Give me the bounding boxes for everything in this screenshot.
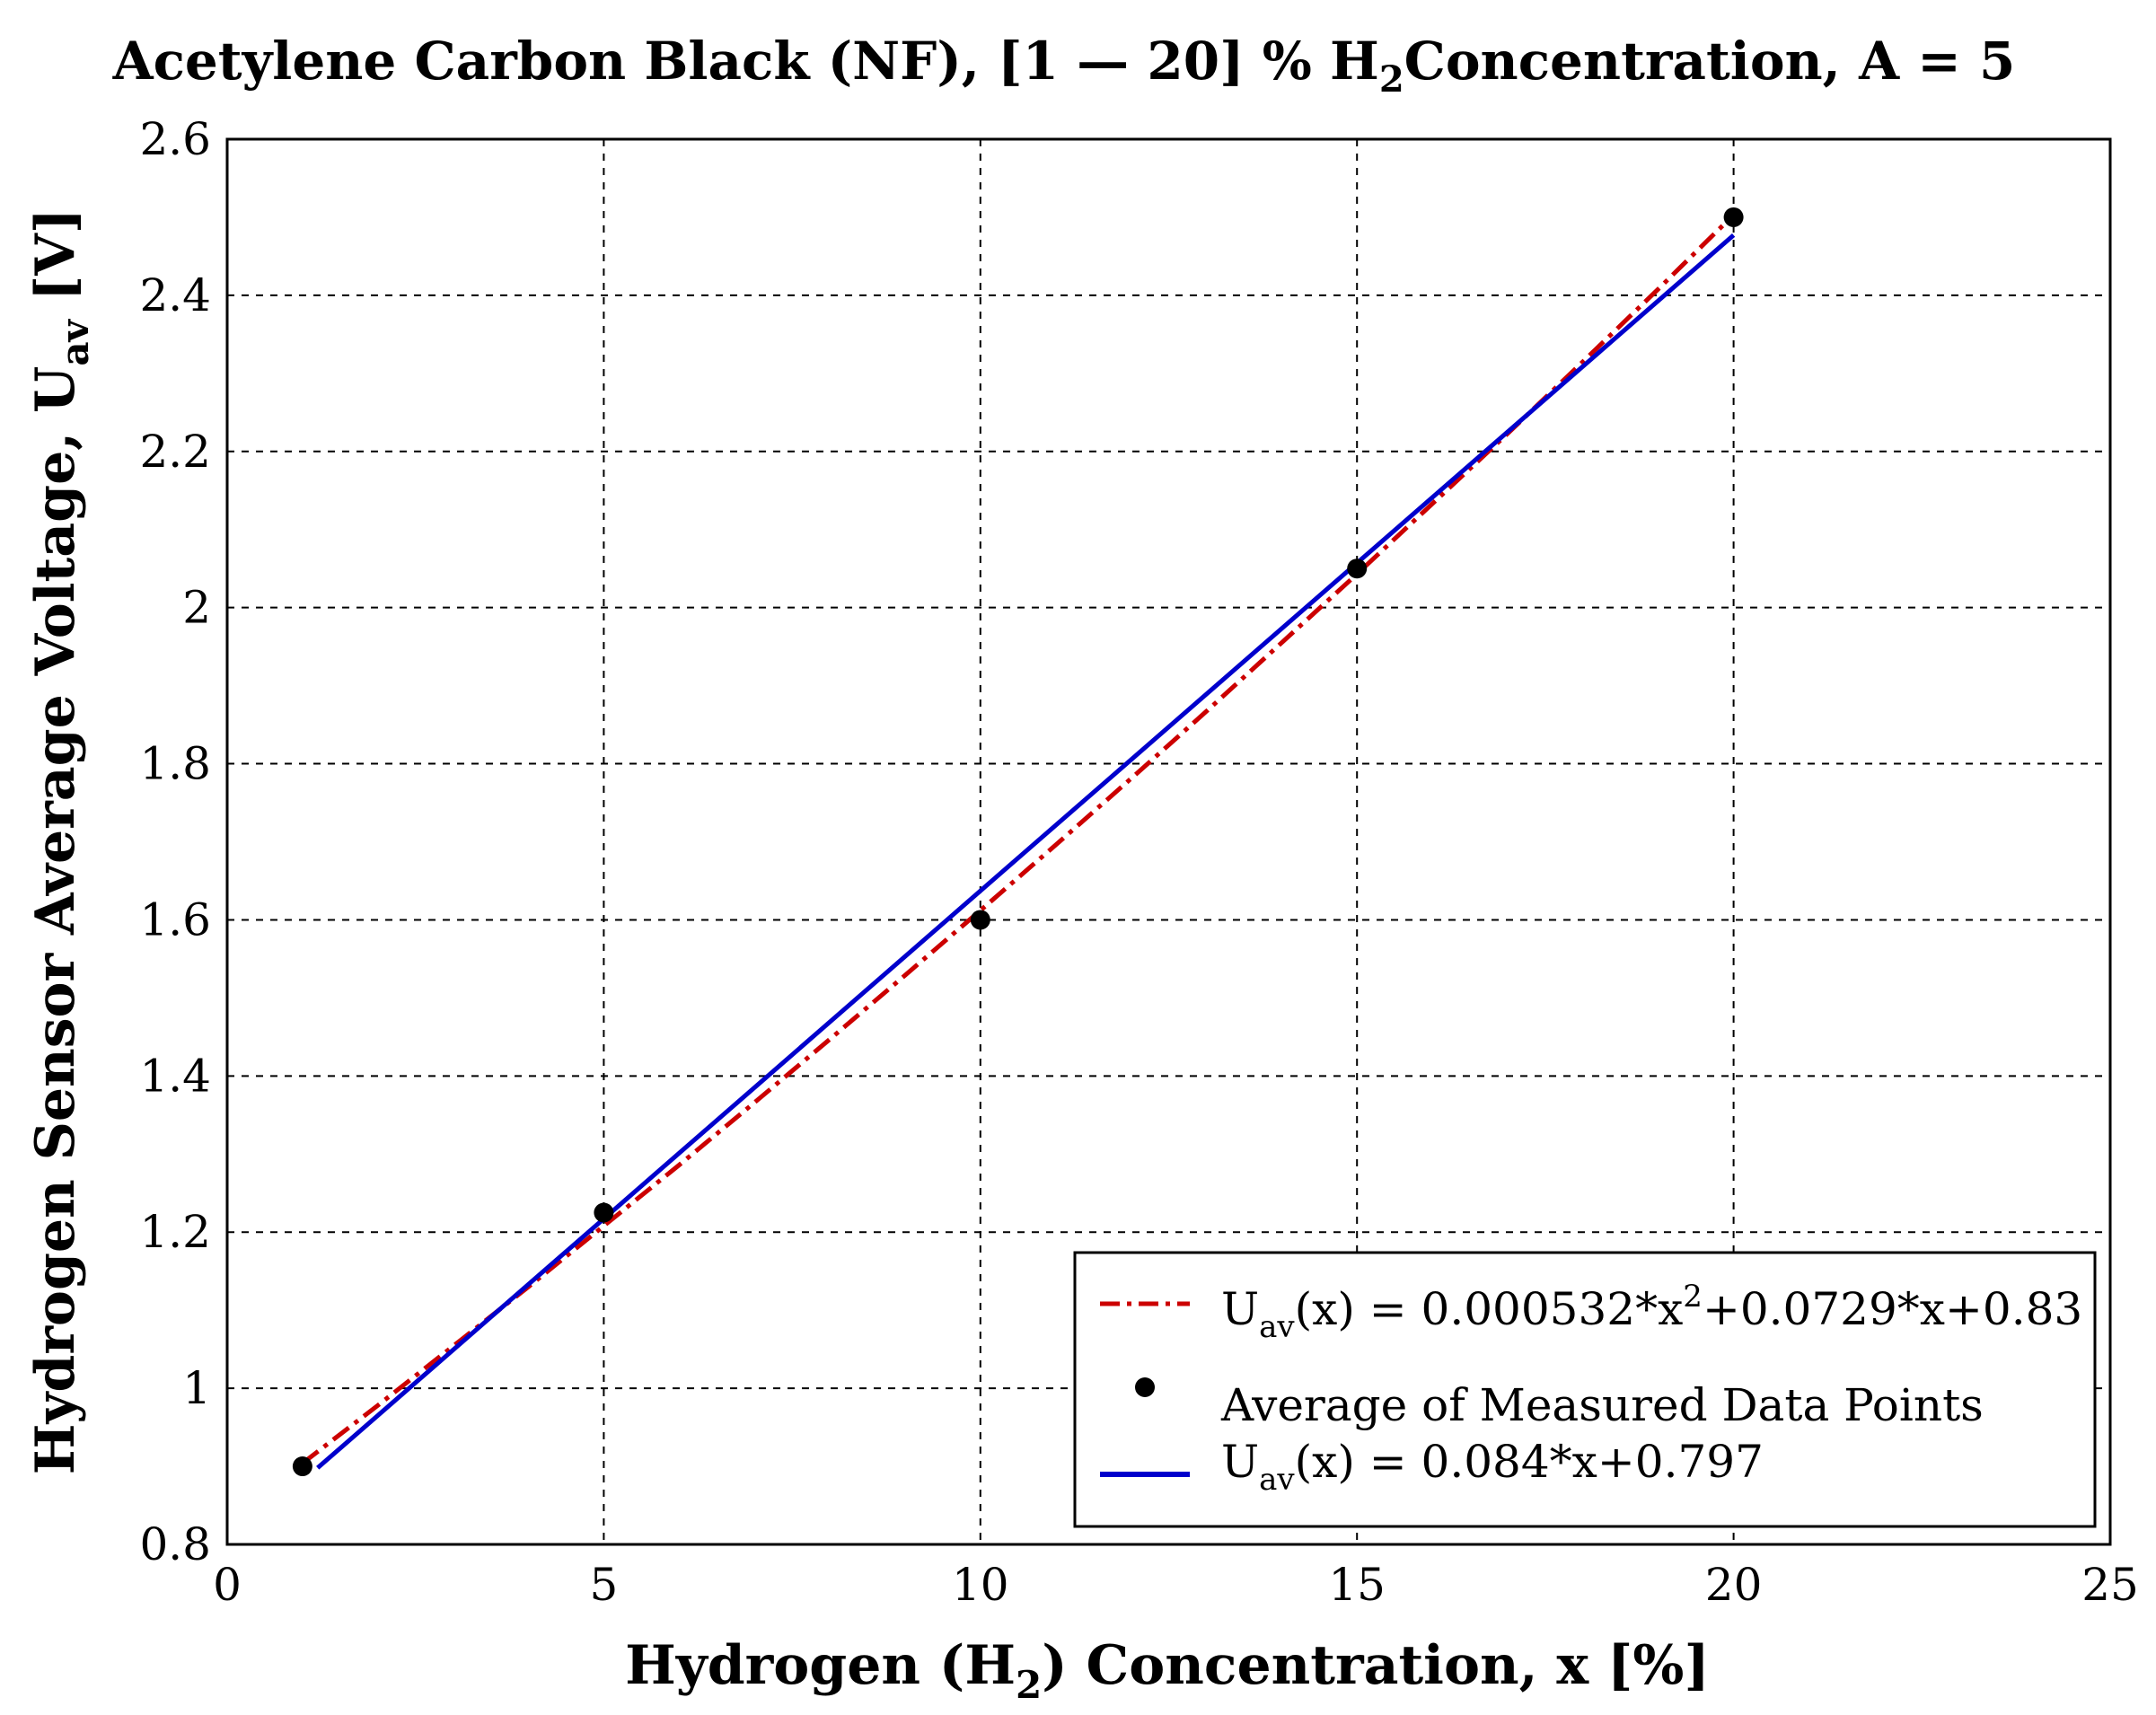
chart-title-main: Acetylene Carbon Black (NF), [1 — 20] % …	[112, 31, 1379, 92]
x-axis-label-rest: ) Concentration, x [%]	[1042, 1634, 1710, 1697]
legend-quad-mid: (x) = 0.000532*x	[1295, 1283, 1684, 1335]
data-point	[1347, 558, 1368, 579]
data-point	[594, 1202, 614, 1223]
legend-quad-sup: 2	[1683, 1279, 1703, 1315]
x-axis-label-main: Hydrogen (H	[625, 1634, 1016, 1697]
y-tick-label: 0.8	[139, 1518, 211, 1570]
y-tick-labels: 0.8 1 1.2 1.4 1.6 1.8 2 2.2 2.4 2.6	[139, 113, 211, 1570]
legend-label-measured: Average of Measured Data Points	[1220, 1379, 1984, 1431]
legend-lin-mid: (x) = 0.084*x+0.797	[1295, 1436, 1764, 1488]
legend-quad-end: +0.0729*x+0.83	[1703, 1283, 2082, 1335]
legend-lin-u: U	[1221, 1436, 1259, 1488]
x-tick-label: 5	[589, 1559, 618, 1611]
y-tick-label: 2.2	[139, 426, 211, 478]
legend-label-linear-fit: Uav(x) = 0.084*x+0.797	[1221, 1436, 1764, 1498]
x-tick-label: 20	[1705, 1559, 1763, 1611]
chart-title-sub: 2	[1379, 58, 1404, 101]
y-axis-label-rest: [V]	[24, 208, 87, 320]
legend: Uav(x) = 0.000532*x2+0.0729*x+0.83 Avera…	[1073, 1251, 2097, 1528]
x-tick-labels: 0 5 10 15 20 25	[213, 1559, 2139, 1611]
grid	[227, 139, 2110, 1544]
y-tick-label: 2.6	[139, 113, 211, 165]
x-axis-label: Hydrogen (H2) Concentration, x [%]	[625, 1634, 1710, 1707]
data-point	[1723, 207, 1744, 227]
legend-box	[1073, 1251, 2097, 1528]
chart-title: Acetylene Carbon Black (NF), [1 — 20] % …	[112, 31, 2016, 101]
y-tick-label: 1.6	[139, 893, 211, 945]
series-layer	[292, 207, 1744, 1477]
y-tick-label: 1.4	[139, 1050, 211, 1102]
legend-swatch-measured-marker	[1135, 1377, 1155, 1397]
plot-frame	[225, 137, 2112, 1546]
y-tick-label: 1.8	[139, 738, 211, 790]
x-tick-label: 0	[213, 1559, 242, 1611]
series-line-linear-fit	[316, 233, 1736, 1470]
y-axis-label-main: Hydrogen Sensor Average Voltage, U	[24, 366, 87, 1475]
legend-quad-sub: av	[1259, 1309, 1295, 1345]
y-axis-label-sub: av	[53, 318, 97, 365]
y-tick-label: 2	[182, 582, 211, 634]
legend-quad-u: U	[1221, 1283, 1259, 1335]
y-tick-label: 1.2	[139, 1206, 211, 1258]
chart-title-rest: Concentration, A = 5	[1404, 31, 2016, 92]
x-tick-label: 15	[1328, 1559, 1386, 1611]
legend-lin-sub: av	[1259, 1462, 1295, 1498]
y-tick-label: 2.4	[139, 269, 211, 321]
x-axis-label-sub: 2	[1016, 1663, 1042, 1707]
y-axis-label: Hydrogen Sensor Average Voltage, Uav [V]	[24, 208, 97, 1474]
y-tick-label: 1	[182, 1362, 211, 1414]
data-point	[292, 1456, 312, 1477]
legend-label-quadratic-fit: Uav(x) = 0.000532*x2+0.0729*x+0.83	[1221, 1279, 2082, 1345]
x-tick-label: 10	[952, 1559, 1009, 1611]
data-point	[970, 910, 990, 930]
x-tick-label: 25	[2081, 1559, 2139, 1611]
